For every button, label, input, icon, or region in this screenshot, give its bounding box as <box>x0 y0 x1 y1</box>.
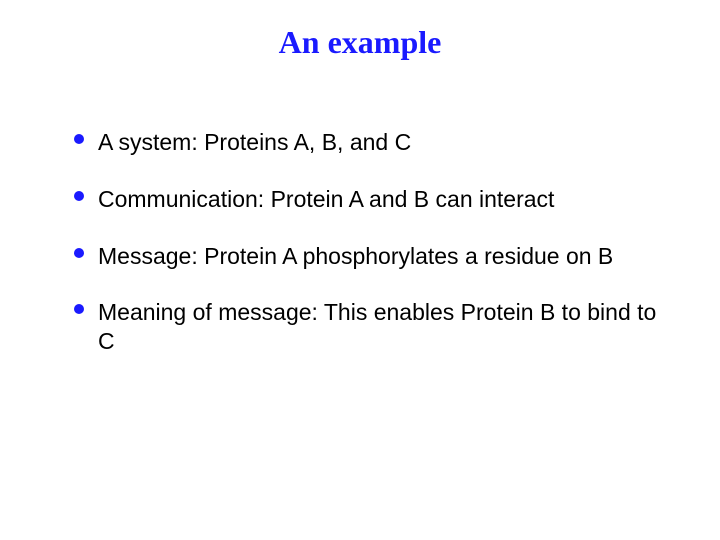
bullet-rest: : Protein A phosphorylates a residue on … <box>191 243 613 269</box>
bullet-dot-icon <box>74 191 84 201</box>
list-item: A system: Proteins A, B, and C <box>74 128 664 157</box>
bullet-emphasis: Message <box>98 243 191 269</box>
slide-title: An example <box>0 24 720 61</box>
list-item: Communication: Protein A and B can inter… <box>74 185 664 214</box>
bullet-text: Communication: Protein A and B can inter… <box>98 185 664 214</box>
bullet-rest: : Proteins A, B, and C <box>191 129 411 155</box>
bullet-list: A system: Proteins A, B, and C Communica… <box>74 128 664 384</box>
bullet-emphasis: Communication <box>98 186 258 212</box>
bullet-rest: : Protein A and B can interact <box>258 186 555 212</box>
list-item: Message: Protein A phosphorylates a resi… <box>74 242 664 271</box>
bullet-text: A system: Proteins A, B, and C <box>98 128 664 157</box>
bullet-text: Meaning of message: This enables Protein… <box>98 298 664 356</box>
list-item: Meaning of message: This enables Protein… <box>74 298 664 356</box>
bullet-text: Message: Protein A phosphorylates a resi… <box>98 242 664 271</box>
bullet-emphasis: Meaning <box>98 299 186 325</box>
bullet-dot-icon <box>74 304 84 314</box>
bullet-emphasis: system <box>118 129 191 155</box>
bullet-dot-icon <box>74 134 84 144</box>
bullet-lead: A <box>98 129 118 155</box>
bullet-dot-icon <box>74 248 84 258</box>
